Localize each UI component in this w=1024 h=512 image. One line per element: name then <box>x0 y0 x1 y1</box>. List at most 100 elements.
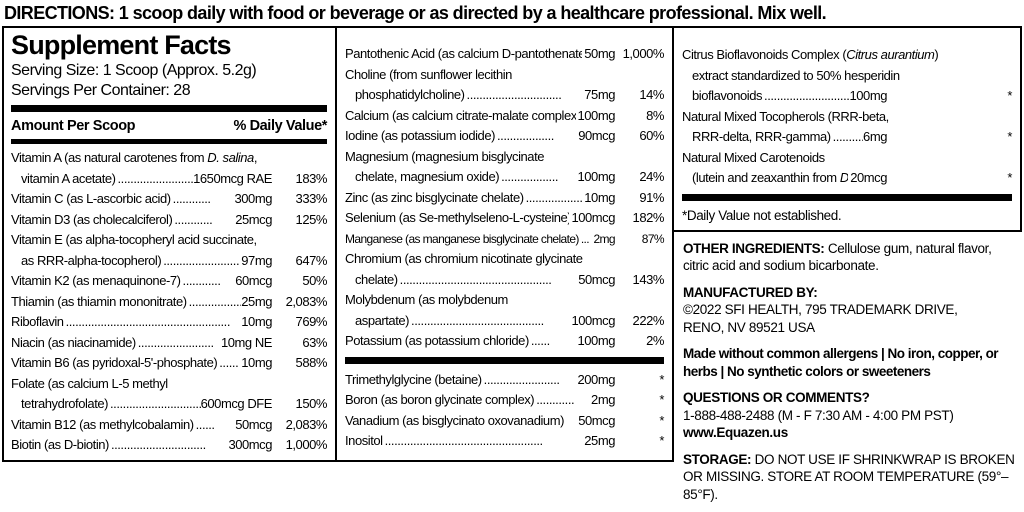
nutrient-row: Vitamin C (as L-ascorbic acid)..........… <box>11 189 327 210</box>
nutrient-daily-value: 50% <box>302 273 327 288</box>
nutrient-row: Magnesium (magnesium bisglycinate chelate… <box>345 147 664 188</box>
dot-leader: ........................................… <box>411 312 544 328</box>
dot-leader: ...... <box>530 333 550 348</box>
supplement-facts-panel-right: Citrus Bioflavonoids Complex (Citrus aur… <box>674 26 1022 232</box>
nutrient-name: extract standardized to 50% hesperidin <box>692 67 900 83</box>
nutrient-daily-value: 150% <box>295 396 328 411</box>
questions-label: QUESTIONS OR COMMENTS? <box>683 390 870 405</box>
phone-number: 1-888-488-2488 (M - F 7:30 AM - 4:00 PM … <box>683 407 954 423</box>
nutrient-name: Iodine (as potassium iodide) <box>345 128 495 143</box>
nutrient-amount: 100mcg <box>571 312 615 328</box>
other-ingredients-label: OTHER INGREDIENTS: <box>683 240 825 256</box>
nutrient-name: Vitamin B6 (as pyridoxal-5'-phosphate) <box>11 355 218 370</box>
nutrient-row-line: Vitamin E (as alpha-tocopheryl acid succ… <box>11 230 327 251</box>
nutrient-name: Vitamin C (as L-ascorbic acid) <box>11 191 171 206</box>
nutrient-row: Boron (as boron glycinate complex)......… <box>345 390 664 411</box>
nutrient-row-line: Choline (from sunflower lecithin <box>345 65 664 86</box>
nutrient-daily-value: 333% <box>295 191 328 206</box>
nutrient-amount: 300mcg <box>228 437 272 452</box>
nutrient-amount: 100mg <box>849 88 888 103</box>
nutrient-daily-value: 8% <box>646 107 664 123</box>
nutrient-amount: 600mcg DFE <box>200 396 273 411</box>
nutrient-name: Boron (as boron glycinate complex) <box>345 392 535 407</box>
dot-leader: ........................................… <box>65 314 231 329</box>
nutrient-name: Thiamin (as thiamin mononitrate) <box>11 293 187 309</box>
nutrient-amount: 100mg <box>577 169 616 184</box>
nutrient-row: Thiamin (as thiamin mononitrate)........… <box>11 292 327 313</box>
info-blocks: OTHER INGREDIENTS: Cellulose gum, natura… <box>674 232 1022 504</box>
nutrient-name: (lutein and zeaxanthin from D. salina) <box>692 170 849 185</box>
nutrient-row: Vitamin B6 (as pyridoxal-5'-phosphate)..… <box>11 353 327 374</box>
nutrient-name: Citrus Bioflavonoids Complex (Citrus aur… <box>682 47 939 62</box>
nutrient-amount: 1650mcg RAE <box>193 170 272 186</box>
nutrient-amount: 10mg <box>584 189 615 205</box>
manufacturer-address-line1: ©2022 SFI HEALTH, 795 TRADEMARK DRIVE, <box>683 302 958 317</box>
nutrient-row: Vanadium (as bisglycinato oxovanadium) 50… <box>345 411 664 432</box>
nutrient-name: Riboflavin <box>11 314 64 329</box>
nutrient-name: Inositol <box>345 433 383 448</box>
directions-text: DIRECTIONS: 1 scoop daily with food or b… <box>4 3 827 23</box>
nutrient-row: Citrus Bioflavonoids Complex (Citrus aur… <box>682 45 1012 107</box>
right-column: Citrus Bioflavonoids Complex (Citrus aur… <box>674 26 1022 512</box>
nutrient-amount: 100mcg <box>571 210 615 225</box>
divider-bar <box>11 139 327 144</box>
dot-leader: ........................ <box>483 371 560 387</box>
supplement-facts-panel-middle: Pantothenic Acid (as calcium D-pantothen… <box>337 26 674 462</box>
dot-leader: .............................. <box>466 87 562 102</box>
dot-leader: ........................................… <box>399 271 552 287</box>
nutrient-row: Natural Mixed Tocopherols (RRR-beta, RRR-… <box>682 107 1012 148</box>
nutrient-daily-value: 183% <box>295 170 328 186</box>
nutrient-daily-value: * <box>1007 129 1012 144</box>
nutrient-name: Vitamin E (as alpha-tocopheryl acid succ… <box>11 232 257 247</box>
servings-per-container: Servings Per Container: 28 <box>11 82 191 99</box>
nutrient-list-no-dv: Trimethylglycine (betaine)..............… <box>345 370 664 452</box>
dot-leader: ............ <box>182 273 221 288</box>
daily-value-header: % Daily Value* <box>233 118 327 134</box>
nutrient-row-line: RRR-delta, RRR-gamma)...................… <box>682 127 1012 148</box>
nutrient-row: Riboflavin..............................… <box>11 312 327 333</box>
storage-instructions: STORAGE: DO NOT USE IF SHRINKWRAP IS BRO… <box>683 451 1016 504</box>
nutrient-name: as RRR-alpha-tocopherol) <box>21 252 162 268</box>
nutrient-row: Trimethylglycine (betaine)..............… <box>345 370 664 391</box>
nutrient-daily-value: 91% <box>639 189 664 205</box>
nutrient-name: chelate, magnesium oxide) <box>355 169 500 184</box>
nutrient-name: Manganese (as manganese bisglycinate che… <box>345 231 579 246</box>
manufactured-by: MANUFACTURED BY: ©2022 SFI HEALTH, 795 TR… <box>683 284 1016 337</box>
nutrient-amount: 50mcg <box>578 271 615 287</box>
dot-leader: ........................ <box>832 129 863 144</box>
questions-comments: QUESTIONS OR COMMENTS? 1-888-488-2488 (M … <box>683 389 1016 442</box>
nutrient-row: Molybdenum (as molybdenum aspartate).....… <box>345 290 664 331</box>
serving-size: Serving Size: 1 Scoop (Approx. 5.2g) <box>11 62 257 79</box>
nutrient-name: Vitamin K2 (as menaquinone-7) <box>11 273 181 288</box>
nutrient-daily-value: 1,000% <box>285 437 328 452</box>
nutrient-row-line: Boron (as boron glycinate complex)......… <box>345 390 664 411</box>
divider-bar <box>345 356 664 364</box>
nutrient-amount: 50mcg <box>235 416 272 432</box>
dot-leader: ........................................… <box>764 88 850 103</box>
nutrient-row-line: Chromium (as chromium nicotinate glycina… <box>345 249 664 270</box>
nutrient-name: Trimethylglycine (betaine) <box>345 371 482 387</box>
nutrient-daily-value: * <box>1007 170 1012 185</box>
daily-value-footnote: *Daily Value not established. <box>682 207 842 223</box>
nutrient-amount: 90mcg <box>578 128 615 143</box>
nutrient-amount: 20mcg <box>850 170 887 185</box>
nutrient-name: Choline (from sunflower lecithin <box>345 66 512 82</box>
nutrient-row: Vitamin A (as natural carotenes from D. … <box>11 148 327 189</box>
dot-leader: .............................. <box>110 437 206 452</box>
dot-leader: .............................. <box>110 396 201 411</box>
nutrient-row: Vitamin K2 (as menaquinone-7)...........… <box>11 271 327 292</box>
nutrient-list-right: Citrus Bioflavonoids Complex (Citrus aur… <box>682 45 1012 189</box>
nutrient-amount: 2mg <box>591 392 615 407</box>
nutrient-daily-value: * <box>659 371 664 387</box>
other-ingredients: OTHER INGREDIENTS: Cellulose gum, natura… <box>683 240 1016 275</box>
nutrient-row: Vitamin D3 (as cholecalciferol).........… <box>11 210 327 231</box>
nutrient-daily-value: 87% <box>641 231 665 246</box>
nutrient-row-line: Niacin (as niacinamide).................… <box>11 333 327 354</box>
nutrient-name: Chromium (as chromium nicotinate glycina… <box>345 251 583 266</box>
nutrient-row-line: chelate, magnesium oxide)...............… <box>345 167 664 188</box>
divider-bar <box>682 193 1012 201</box>
nutrient-amount: 25mcg <box>235 211 272 227</box>
nutrient-name: vitamin A acetate) <box>21 170 116 186</box>
nutrient-row-line: aspartate)..............................… <box>345 311 664 332</box>
nutrient-row-line: Vitamin B12 (as methylcobalamin)...... 50… <box>11 415 327 436</box>
